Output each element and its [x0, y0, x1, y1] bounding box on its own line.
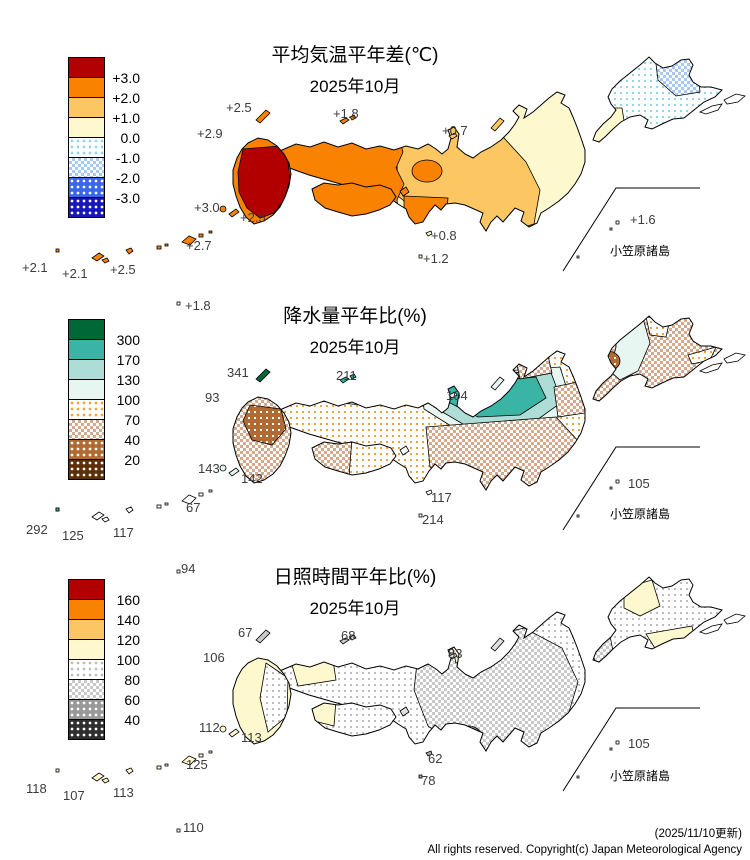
legend-label: -3.0 — [115, 190, 140, 206]
legend-label: 170 — [116, 352, 140, 368]
legend-swatch — [68, 619, 105, 640]
legend-swatch — [68, 137, 105, 158]
map-title-text: 平均気温平年差(℃) — [271, 45, 439, 66]
legend-swatch — [68, 719, 105, 740]
legend-label: 40 — [124, 432, 140, 448]
legend-label: +2.0 — [112, 90, 140, 106]
legend-swatch — [68, 117, 105, 138]
legend-label: 80 — [124, 672, 140, 688]
legend-swatch — [68, 599, 105, 620]
legend-swatch — [68, 399, 105, 420]
precipitation-map-title: 降水量平年比(%) 2025年10月 — [190, 301, 520, 358]
legend-label: +1.0 — [112, 110, 140, 126]
footer: (2025/11/10更新) All rights reserved. Copy… — [428, 827, 742, 858]
map-title-text: 降水量平年比(%) — [283, 306, 427, 327]
map-title-text: 日照時間平年比(%) — [273, 567, 437, 588]
sunshine-map-title: 日照時間平年比(%) 2025年10月 — [190, 562, 520, 619]
legend-swatch — [68, 157, 105, 178]
legend-swatch — [68, 459, 105, 480]
legend-label: 100 — [116, 652, 140, 668]
precipitation-legend: 300 170 130 100 70 40 20 — [68, 319, 152, 480]
temperature-map-title: 平均気温平年差(℃) 2025年10月 — [190, 40, 520, 97]
legend-swatch — [68, 379, 105, 400]
ogasawara-inset-label: 小笠原諸島 — [610, 769, 671, 783]
legend-label: -2.0 — [115, 170, 140, 186]
ogasawara-inset-label: 小笠原諸島 — [610, 507, 671, 521]
map-subtitle-text: 2025年10月 — [309, 77, 401, 96]
legend-swatch — [68, 177, 105, 198]
legend-label: 0.0 — [120, 130, 140, 146]
legend-label: 60 — [124, 692, 140, 708]
legend-label: 130 — [116, 372, 140, 388]
legend-label: 40 — [124, 712, 140, 728]
legend-label: -1.0 — [115, 150, 140, 166]
legend-swatch — [68, 579, 105, 600]
legend-swatch — [68, 77, 105, 98]
legend-label: +3.0 — [112, 70, 140, 86]
legend-swatch — [68, 699, 105, 720]
map-subtitle-text: 2025年10月 — [309, 338, 401, 357]
legend-swatch — [68, 197, 105, 218]
legend-label: 140 — [116, 612, 140, 628]
updated-date: (2025/11/10更新) — [654, 828, 742, 840]
legend-swatch — [68, 57, 105, 78]
legend-swatch — [68, 679, 105, 700]
ogasawara-inset-label: 小笠原諸島 — [610, 244, 671, 258]
temperature-legend: +3.0 +2.0 +1.0 0.0 -1.0 -2.0 -3.0 — [68, 57, 152, 218]
legend-swatch — [68, 359, 105, 380]
copyright-text: All rights reserved. Copyright(c) Japan … — [427, 843, 742, 856]
legend-swatch — [68, 419, 105, 440]
legend-label: 20 — [124, 452, 140, 468]
sunshine-legend: 160 140 120 100 80 60 40 — [68, 579, 152, 740]
legend-swatch — [68, 639, 105, 660]
legend-label: 120 — [116, 632, 140, 648]
legend-swatch — [68, 659, 105, 680]
legend-swatch — [68, 319, 105, 340]
legend-swatch — [68, 439, 105, 460]
map-subtitle-text: 2025年10月 — [309, 599, 401, 618]
legend-swatch — [68, 339, 105, 360]
legend-swatch — [68, 97, 105, 118]
legend-label: 70 — [124, 412, 140, 428]
legend-label: 100 — [116, 392, 140, 408]
legend-label: 300 — [116, 332, 140, 348]
legend-label: 160 — [116, 592, 140, 608]
